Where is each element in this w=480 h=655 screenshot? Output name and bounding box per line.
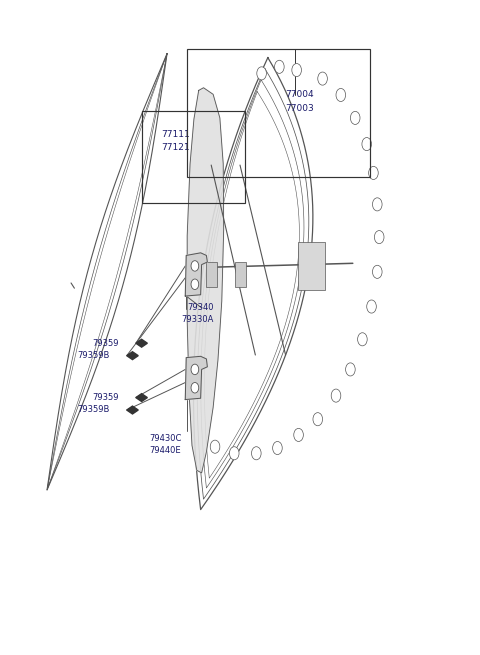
Polygon shape xyxy=(187,88,224,473)
Polygon shape xyxy=(127,352,138,360)
Circle shape xyxy=(369,166,378,179)
Polygon shape xyxy=(185,356,207,400)
Circle shape xyxy=(362,138,372,151)
Circle shape xyxy=(350,111,360,124)
Circle shape xyxy=(313,413,323,426)
Circle shape xyxy=(294,428,303,441)
Text: 79359B: 79359B xyxy=(77,350,109,360)
Circle shape xyxy=(191,364,199,375)
Circle shape xyxy=(358,333,367,346)
Circle shape xyxy=(257,67,266,80)
Text: 79359: 79359 xyxy=(92,339,119,348)
Text: 79340: 79340 xyxy=(187,303,214,312)
Text: 77111: 77111 xyxy=(161,130,190,139)
Circle shape xyxy=(336,88,346,102)
Circle shape xyxy=(210,440,220,453)
Circle shape xyxy=(191,279,199,290)
Text: 79359: 79359 xyxy=(92,393,119,402)
Circle shape xyxy=(372,198,382,211)
Polygon shape xyxy=(136,339,147,347)
Text: 79330A: 79330A xyxy=(181,315,214,324)
Circle shape xyxy=(374,231,384,244)
Circle shape xyxy=(372,265,382,278)
Polygon shape xyxy=(185,253,207,296)
Text: 77004: 77004 xyxy=(286,90,314,100)
Circle shape xyxy=(191,383,199,393)
Text: 79430C: 79430C xyxy=(150,434,182,443)
FancyBboxPatch shape xyxy=(206,262,217,287)
Text: 77003: 77003 xyxy=(286,103,314,113)
Circle shape xyxy=(229,447,239,460)
Circle shape xyxy=(346,363,355,376)
FancyBboxPatch shape xyxy=(235,262,246,287)
Circle shape xyxy=(191,261,199,271)
Polygon shape xyxy=(127,406,138,414)
Text: 79440E: 79440E xyxy=(150,446,181,455)
Circle shape xyxy=(367,300,376,313)
FancyBboxPatch shape xyxy=(298,242,325,290)
Circle shape xyxy=(273,441,282,455)
Polygon shape xyxy=(136,394,147,402)
Circle shape xyxy=(252,447,261,460)
Text: 79359B: 79359B xyxy=(77,405,109,414)
Circle shape xyxy=(331,389,341,402)
Circle shape xyxy=(292,64,301,77)
Circle shape xyxy=(318,72,327,85)
Circle shape xyxy=(275,60,284,73)
Text: 77121: 77121 xyxy=(161,143,190,152)
